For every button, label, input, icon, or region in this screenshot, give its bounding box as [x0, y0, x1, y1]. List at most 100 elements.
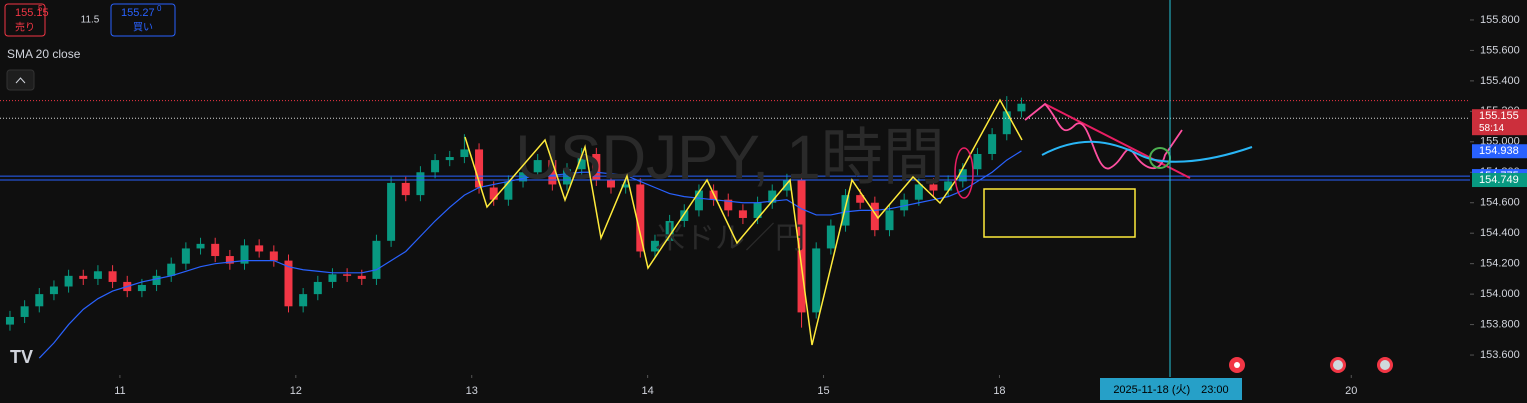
candle-body [812, 248, 821, 313]
candle-body [944, 181, 953, 191]
candle-body [973, 153, 982, 170]
y-tick-label: 155.400 [1480, 75, 1520, 87]
x-tick-label: 11 [114, 385, 125, 397]
x-tick-label: 14 [642, 385, 654, 397]
x-tick-label: 13 [466, 385, 478, 397]
drawing-projection [1024, 102, 1183, 170]
sell-label: 売り [15, 21, 35, 34]
candle-body [636, 184, 645, 252]
candle-body [255, 245, 264, 252]
sma-line [38, 150, 1022, 359]
price-badge-timer: 58:14 [1479, 123, 1504, 134]
candle-body [475, 149, 484, 188]
candle-body [504, 181, 513, 200]
candle-body [724, 199, 733, 211]
candle-body [753, 202, 762, 218]
candle-body [20, 306, 29, 317]
candle-body [79, 275, 88, 279]
candle-body [49, 286, 58, 295]
candle-body [577, 153, 586, 170]
candle-body [299, 294, 308, 307]
candle-body [489, 187, 498, 200]
price-badge [1472, 144, 1527, 159]
candle-body [782, 179, 791, 191]
plot [0, 96, 1470, 359]
candle-body [372, 240, 381, 279]
candle-body [313, 281, 322, 295]
candle-body [768, 190, 777, 203]
candle-body [856, 195, 865, 203]
candle-body [621, 184, 630, 188]
spread: 11.5 [81, 15, 100, 26]
y-tick-label: 153.800 [1480, 318, 1520, 330]
candle-body [416, 172, 425, 196]
candle-body [93, 271, 102, 279]
candle-body [841, 195, 850, 226]
candle-body [357, 275, 366, 279]
sell-pip: 5 [38, 4, 43, 13]
candle-body [885, 210, 894, 231]
price-badge-label: 154.749 [1479, 174, 1519, 186]
event-icon [1333, 360, 1343, 370]
crosshair-badge [1100, 378, 1242, 400]
candle-body [519, 172, 528, 182]
candle-body [548, 160, 557, 185]
candle-body [958, 169, 967, 182]
candle-body [167, 263, 176, 276]
candle-body [108, 271, 117, 282]
candle-body [401, 182, 410, 196]
drawing-projection [1041, 140, 1253, 163]
candle-body [592, 153, 601, 180]
buy-label: 買い [133, 22, 153, 34]
candle-body [1017, 103, 1026, 112]
candle-body [665, 221, 674, 241]
watermark-title: USDJPY, 1時間 [515, 123, 945, 192]
sell-button[interactable] [4, 3, 46, 37]
candle-body [988, 134, 997, 154]
drawing-box [983, 188, 1136, 238]
indicator-label: SMA 20 close [7, 47, 81, 61]
candle-body [738, 210, 747, 218]
x-tick-label: 20 [1345, 385, 1357, 397]
price-axis: 155.800155.600155.400155.200155.000154.8… [1470, 14, 1527, 361]
candle-body [533, 160, 542, 173]
candle-body [35, 294, 44, 307]
candle-body [225, 256, 234, 264]
crosshair-label: 2025-11-18 (火) 23:00 [1113, 384, 1228, 396]
y-tick-label: 154.600 [1480, 197, 1520, 209]
candle-body [563, 169, 572, 185]
candle-body [1002, 111, 1011, 135]
y-tick-label: 154.400 [1480, 227, 1520, 239]
candle-body [606, 179, 615, 188]
candle-body [343, 274, 352, 276]
candle-body [680, 210, 689, 222]
candle-body [269, 251, 278, 261]
candle-body [431, 160, 440, 173]
buy-pip: 0 [157, 4, 162, 13]
y-tick-label: 153.600 [1480, 349, 1520, 361]
event-icon [1234, 362, 1240, 368]
time-axis: 11 12 13 14 15 18 20 [114, 375, 1357, 397]
candle-body [445, 157, 454, 161]
drawing-zigzag [464, 98, 1023, 346]
candle-body [137, 284, 146, 292]
collapse-button[interactable] [6, 69, 35, 91]
candle-body [240, 245, 249, 264]
candle-body [181, 248, 190, 264]
candle-body [826, 225, 835, 249]
buy-button[interactable] [110, 3, 176, 37]
x-tick-label: 12 [290, 385, 302, 397]
logo: TV [10, 347, 33, 367]
price-badge [1472, 173, 1527, 188]
y-tick-label: 155.800 [1480, 14, 1520, 26]
candle-body [284, 260, 293, 307]
candle-body [900, 199, 909, 211]
price-badge-label: 155.155 [1479, 110, 1519, 122]
candle-body [870, 202, 879, 231]
sell-price: 155.15 [15, 7, 49, 19]
price-badge [1472, 109, 1527, 136]
y-tick-label: 154.000 [1480, 288, 1520, 300]
candle-body [914, 184, 923, 200]
